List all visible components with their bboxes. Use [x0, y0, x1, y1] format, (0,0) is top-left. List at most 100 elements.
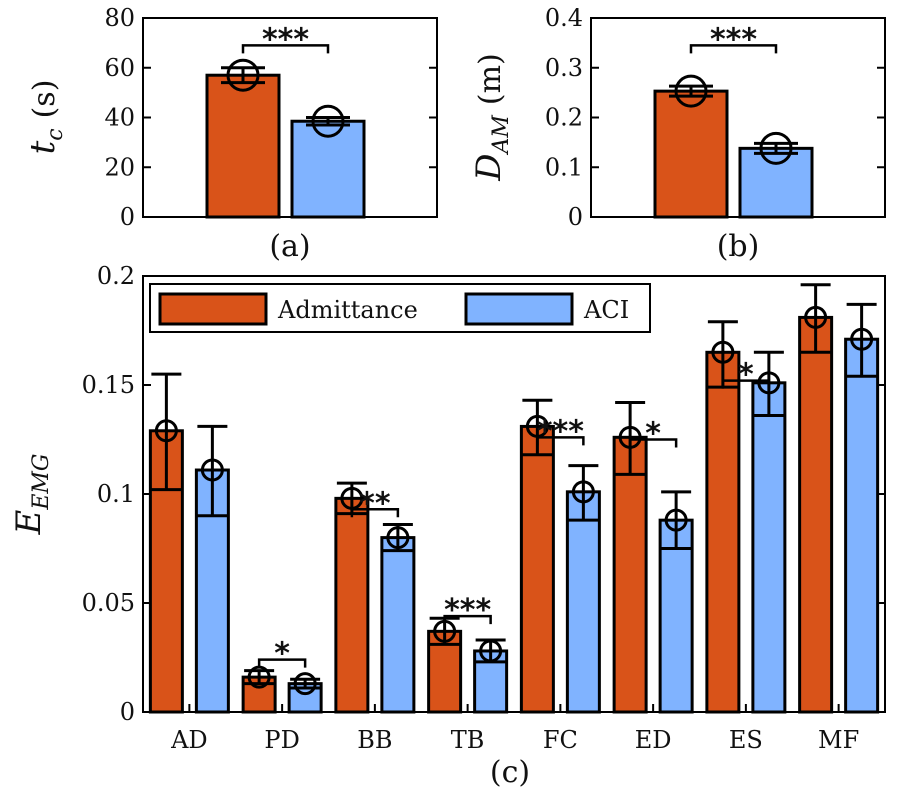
panel-c-mf-aci-mean-marker	[850, 327, 874, 351]
panel-c-tb-aci-mean-marker	[479, 639, 503, 663]
panel-a-ytick-label: 40	[104, 104, 135, 132]
panel-a-admittance-mean-marker	[226, 58, 260, 92]
panel-c-bb-sig-label: **	[359, 486, 391, 521]
panel-b-admittance-mean-marker	[674, 74, 708, 108]
panel-c-ylabel-sub: EMG	[29, 454, 54, 511]
panel-b-ytick-label: 0	[568, 203, 583, 231]
panel-c-bars	[148, 283, 880, 714]
panel-a-ylabel-main: t	[23, 140, 63, 154]
panel-b-aci-bar	[738, 146, 814, 219]
panel-b-ytick-label: 0.1	[545, 153, 583, 181]
panel-b-ytick-label: 0.4	[545, 4, 583, 32]
panel-c-ytick-label: 0.1	[97, 480, 135, 508]
panel-c-tb-sig-label: ***	[444, 593, 491, 628]
panel-a-ytick-label: 80	[104, 4, 135, 32]
panel-c-xtick-label-ad: AD	[170, 726, 208, 754]
panel-c-label: (c)	[490, 755, 530, 790]
panel-a-significance: ***	[241, 22, 330, 57]
panel-c-bb-sig-bracket	[350, 508, 400, 518]
panel-a-ylabel-sub: c	[43, 128, 68, 140]
panel-b-y-ticks: 0 0.1 0.2 0.3 0.4	[545, 4, 885, 231]
panel-b-ylabel-main: D	[469, 154, 509, 182]
panel-c-ed-aci-bar	[658, 518, 694, 714]
panel-c-fc-admittance-bar	[519, 424, 555, 714]
panel-a-label: (a)	[269, 229, 310, 264]
panel-a-y-ticks: 0 20 40 60 80	[104, 4, 437, 231]
panel-c-mf-admittance-mean-marker	[804, 305, 828, 329]
panel-c-ad-admittance-mean-marker	[154, 419, 178, 443]
panel-c-significance: ********* **	[257, 358, 771, 672]
panel-a-ytick-label: 60	[104, 54, 135, 82]
panel-c-pd-aci-mean-marker	[293, 672, 317, 696]
panel-c-es-sig-bracket	[721, 379, 771, 389]
panel-a-ytick-label: 0	[120, 203, 135, 231]
panel-b-ylabel-unit: (m)	[473, 53, 508, 105]
panel-c-ed-aci-mean-marker	[664, 508, 688, 532]
legend-swatch-aci	[464, 292, 574, 326]
panel-c-xtick-label-bb: BB	[357, 726, 392, 754]
panel-a-sig-label: ***	[262, 22, 309, 57]
panel-b-label: (b)	[717, 229, 760, 264]
panel-c-ylabel: EEMG	[9, 454, 54, 536]
panel-a-ylabel-unit: (s)	[27, 80, 62, 119]
panel-c-fc-aci-bar	[565, 490, 601, 714]
panel-c-ed-sig-bracket	[628, 438, 678, 448]
panel-c-ed-sig-label: *	[645, 417, 661, 452]
panel-a-aci-mean-marker	[311, 104, 345, 138]
panel-b-ytick-label: 0.3	[545, 54, 583, 82]
panel-b-aci-mean-marker	[759, 131, 793, 165]
panel-b-ylabel: DAM (m)	[469, 53, 514, 182]
panel-c-ytick-label: 0.2	[97, 262, 135, 290]
panel-b-admittance-bar	[653, 89, 729, 219]
legend: Admittance ACI	[149, 283, 651, 333]
panel-b-sig-label: ***	[710, 22, 757, 57]
panel-c-y-ticks: 0 0.05 0.1 0.15 0.2	[82, 262, 885, 726]
panel-c-mf-aci-bar	[844, 337, 880, 714]
panel-c-fc-sig-bracket	[536, 436, 585, 446]
panel-c-mf-admittance-bar	[798, 315, 834, 714]
panel-c-xtick-label-ed: ED	[635, 726, 672, 754]
panel-a: 0 20 40 60 80 *** tc (s) (a)	[23, 4, 438, 264]
panel-b-significance: ***	[689, 22, 778, 57]
panel-c-x-tick-labels: AD PD BB TB FC ED ES MF	[170, 704, 859, 754]
panel-c-es-aci-bar	[751, 381, 787, 714]
panel-b-ylabel-sub: AM	[489, 115, 514, 156]
panel-c-ytick-label: 0.05	[82, 589, 135, 617]
panel-c-ylabel-main: E	[9, 510, 49, 536]
panel-a-ytick-label: 20	[104, 153, 135, 181]
panel-c-xtick-label-tb: TB	[451, 726, 485, 754]
panel-c-ad-aci-mean-marker	[200, 458, 224, 482]
panel-b-sig-bracket	[689, 44, 778, 54]
legend-label-admittance: Admittance	[277, 296, 418, 324]
panel-c-es-admittance-bar	[705, 350, 741, 714]
panel-c-ytick-label: 0.15	[82, 371, 135, 399]
panel-c-es-sig-label: *	[738, 358, 754, 393]
panel-c-bb-admittance-bar	[334, 496, 370, 714]
panel-c-bb-aci-mean-marker	[386, 526, 410, 550]
panel-b-bars	[653, 74, 814, 219]
panel-c-ad-admittance-bar	[148, 429, 184, 714]
panel-c-ed-admittance-bar	[612, 435, 648, 714]
panel-a-bars	[205, 58, 366, 219]
panel-c-es-aci-mean-marker	[757, 371, 781, 395]
panel-a-sig-bracket	[241, 44, 330, 54]
panel-c-xtick-label-es: ES	[729, 726, 763, 754]
legend-label-aci: ACI	[583, 296, 629, 324]
panel-c-fc-aci-mean-marker	[571, 480, 595, 504]
panel-b-ytick-label: 0.2	[545, 104, 583, 132]
panel-c-es-admittance-mean-marker	[711, 340, 735, 364]
panel-c-fc-sig-label: ***	[537, 414, 584, 449]
panel-c-pd-sig-bracket	[257, 658, 307, 668]
panel-a-admittance-bar	[205, 73, 281, 219]
panel-a-ylabel: tc (s)	[23, 80, 68, 155]
legend-swatch-admittance	[158, 292, 268, 326]
panel-c-xtick-label-pd: PD	[264, 726, 299, 754]
panel-c: 00.050.10.150.2 ********* ** AD PD BB TB FC ED…	[9, 262, 886, 790]
panel-c-pd-sig-label: *	[274, 637, 290, 672]
panel-c-ytick-label: 0	[120, 698, 135, 726]
panel-c-tb-sig-bracket	[443, 614, 492, 625]
panel-c-bb-aci-bar	[380, 536, 416, 714]
panel-c-xtick-label-fc: FC	[543, 726, 578, 754]
panel-b: 0 0.1 0.2 0.3 0.4 *** DAM (m) (b)	[469, 4, 886, 264]
